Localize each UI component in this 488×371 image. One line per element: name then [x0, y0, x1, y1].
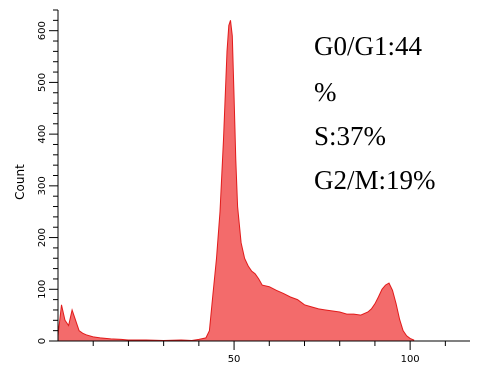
x-tick-label: 50 — [228, 354, 241, 365]
phase-annotation-2: S:37% — [314, 121, 386, 151]
y-tick-label: 600 — [37, 21, 48, 40]
y-tick-label: 200 — [37, 228, 48, 247]
phase-annotation-3: G2/M:19% — [314, 165, 436, 195]
y-ticks: 0 100 200 300 400 500 600 — [37, 9, 58, 344]
x-ticks: 50 100 — [92, 341, 446, 365]
y-tick-label: 500 — [37, 73, 48, 92]
y-axis-title: Count — [13, 164, 27, 200]
phase-annotation-1: % — [314, 77, 337, 107]
y-tick-label: 300 — [37, 176, 48, 195]
phase-annotations: G0/G1:44% S:37% G2/M:19% — [314, 31, 436, 195]
plot-area — [57, 20, 415, 342]
y-tick-label: 400 — [37, 125, 48, 144]
y-tick-label: 0 — [37, 338, 48, 344]
phase-annotation-0: G0/G1:44 — [314, 31, 423, 61]
histogram-area — [57, 20, 415, 342]
y-tick-label: 100 — [37, 280, 48, 299]
x-tick-label: 100 — [401, 354, 420, 365]
